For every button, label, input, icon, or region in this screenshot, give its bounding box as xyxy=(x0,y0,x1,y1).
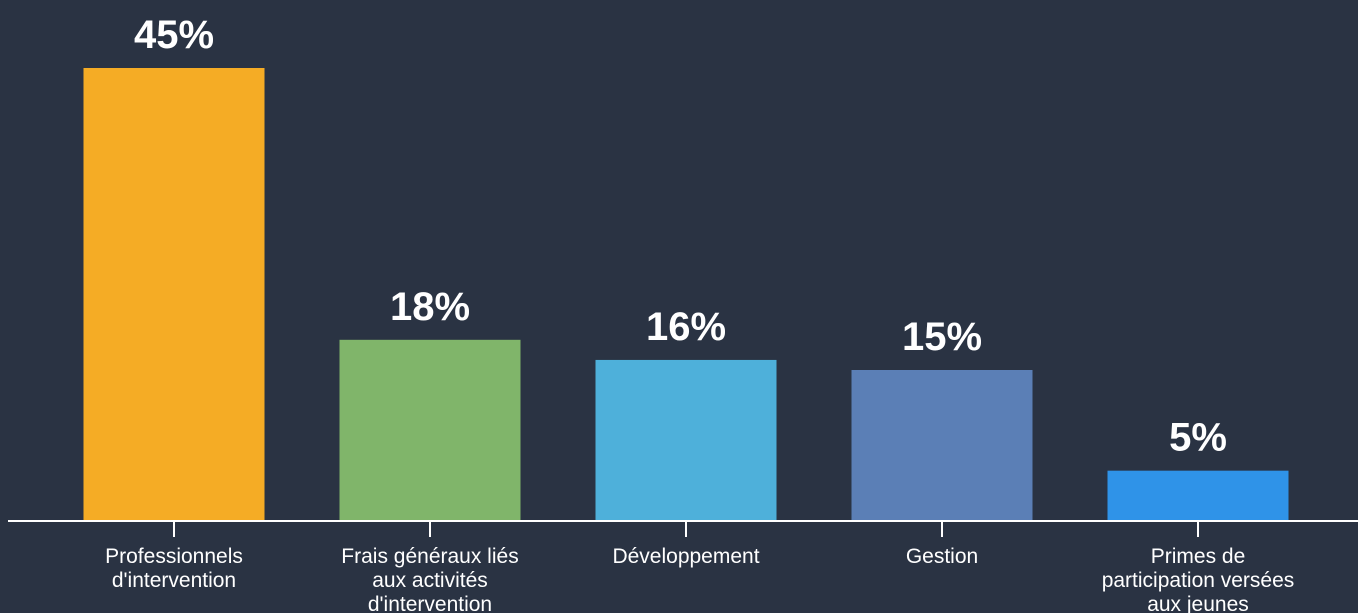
bar-2 xyxy=(595,359,777,521)
bar-3 xyxy=(851,370,1033,521)
category-label-1: Frais généraux liés aux activités d'interv… xyxy=(341,545,518,613)
value-label-1: 18% xyxy=(390,285,470,329)
bar-4 xyxy=(1107,470,1289,521)
category-label-3: Gestion xyxy=(906,545,978,568)
category-label-3-line-0: Gestion xyxy=(906,545,978,568)
ticks-group xyxy=(173,521,1199,537)
bar-0 xyxy=(83,68,265,521)
value-label-0: 45% xyxy=(134,13,214,57)
category-label-4-line-1: participation versées xyxy=(1102,569,1295,592)
category-label-4-line-0: Primes de xyxy=(1151,545,1246,568)
category-label-0-line-1: d'intervention xyxy=(112,569,236,592)
category-label-0-line-0: Professionnels xyxy=(105,545,243,568)
value-label-2: 16% xyxy=(646,305,726,349)
category-label-2: Développement xyxy=(612,545,759,568)
category-label-1-line-1: aux activités xyxy=(372,569,488,592)
bars-group xyxy=(83,68,1289,521)
category-label-0: Professionnels d'intervention xyxy=(105,545,243,592)
value-label-4: 5% xyxy=(1169,416,1227,460)
value-label-3: 15% xyxy=(902,315,982,359)
category-label-4: Primes de participation versées aux jeunes xyxy=(1102,545,1295,613)
category-label-2-line-0: Développement xyxy=(612,545,759,568)
category-label-1-line-0: Frais généraux liés xyxy=(341,545,518,568)
category-label-4-line-2: aux jeunes xyxy=(1147,593,1249,613)
value-labels-group: 45% 18% 16% 15% 5% xyxy=(134,13,1227,460)
bar-1 xyxy=(339,339,521,521)
category-label-1-line-2: d'intervention xyxy=(368,593,492,613)
